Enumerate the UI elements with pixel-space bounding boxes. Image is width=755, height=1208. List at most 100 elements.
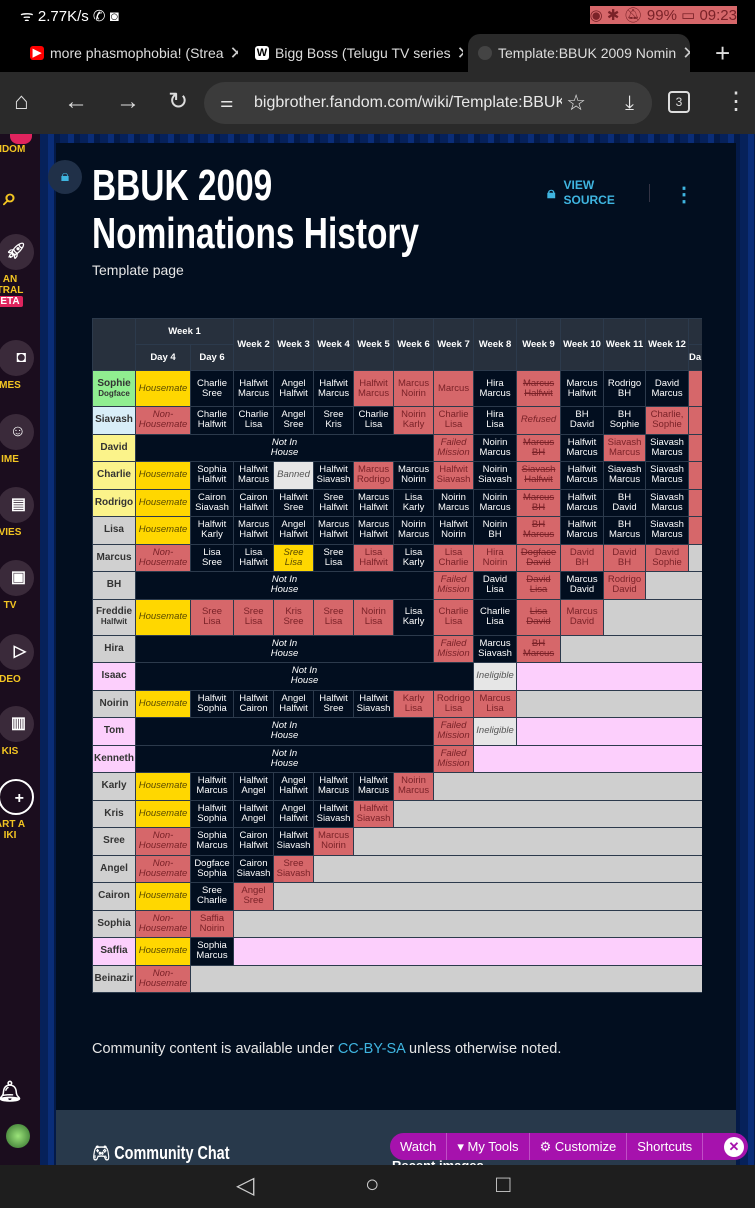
nomination-cell (393, 799, 702, 828)
address-bar[interactable]: ⚌ bigbrother.fandom.com/wiki/Template:BBU… (204, 82, 652, 124)
week-header: Week 12 (645, 318, 690, 371)
sidebar-item-fan-central[interactable]: 🚀︎AN TRALETA (0, 234, 40, 307)
nomination-cell: Angel Halfwit (273, 689, 315, 718)
nomination-cell: Non- Housemate (135, 909, 191, 938)
forward-icon[interactable]: → (116, 88, 140, 115)
close-tab-icon[interactable]: ✕ (682, 42, 690, 63)
youtube-icon: ▶ (30, 46, 44, 60)
nomination-cell: Housemate (135, 882, 191, 911)
download-icon[interactable]: ⤓ (625, 92, 634, 114)
sidebar-item-games[interactable]: ◘ MES (0, 340, 40, 391)
community-chat-heading[interactable]: 🎮︎ Community Chat (92, 1143, 230, 1163)
view-source-button[interactable]: 🔒︎ VIEW SOURCE (547, 178, 650, 208)
day-header: Day 6 (189, 344, 235, 371)
nomination-cell: Marcus Lisa (473, 689, 518, 718)
tab-wikipedia[interactable]: W Bigg Boss (Telugu TV series ✕ (245, 34, 463, 72)
housemate-name: Isaac (92, 662, 136, 691)
tab-switcher-button[interactable]: 3 (668, 91, 690, 113)
bookmark-star-icon[interactable]: ☆ (566, 90, 586, 115)
nomination-cell (516, 717, 702, 746)
nomination-cell: Charlie Lisa (433, 598, 475, 636)
nav-recents-icon[interactable]: □ (496, 1171, 511, 1198)
sidebar-item-anime[interactable]: ☺ IME (0, 414, 40, 465)
sidebar-item-movies[interactable]: ▤ VIES (0, 487, 40, 538)
nomination-cell: Hira Lisa (473, 406, 518, 435)
sidebar-item-video[interactable]: ▷ DEO (0, 634, 40, 685)
mute-icon: 🔕︎ (623, 7, 643, 24)
shortcuts-button[interactable]: Shortcuts (627, 1133, 704, 1160)
table-row: Marcus Non- Housemate Lisa Sree Lisa Halfwi… (92, 543, 702, 572)
table-row: Kris Housemate Halfwit Sophia Halfwit Angel… (92, 799, 702, 828)
discord-icon: 🎮︎ (92, 1143, 115, 1163)
close-tab-icon[interactable]: ✕ (457, 43, 463, 64)
nomination-cell: Marcus (433, 370, 475, 407)
nomination-cell: Halfwit Siavash (313, 799, 355, 828)
menu-kebab-icon[interactable]: ⋮ (724, 88, 748, 115)
close-toolbar-icon[interactable]: ✕ (724, 1136, 744, 1157)
tab-active-template[interactable]: Template:BBUK 2009 Nomin ✕ (468, 34, 690, 72)
housemate-name: Sophia (92, 909, 136, 938)
nomination-cell: Failed Mission (433, 571, 475, 600)
table-row: Hira Not In House Failed Mission Marcus Sia… (92, 634, 702, 663)
nomination-cell: Housemate (135, 689, 191, 718)
lock-icon[interactable]: 🔒︎ (48, 160, 82, 194)
watch-button[interactable]: Watch (390, 1133, 448, 1160)
nomination-cell: Marcus Noirin (313, 827, 355, 856)
week-header: Week 11 (603, 318, 647, 371)
recent-images-heading: Recent images (392, 1158, 484, 1165)
header-row: Week 1 Week 2 Week 3 Week 4 Week 5 Week 6 Week… (92, 318, 702, 371)
week-header: Week 4 (313, 318, 355, 371)
sidebar-item-start-a-wiki[interactable]: +ART A IKI (0, 779, 40, 841)
nav-back-icon[interactable]: ◁ (236, 1172, 255, 1199)
sidebar-item-wikis[interactable]: ▥ KIS (0, 706, 40, 757)
nomination-cell: Housemate (135, 461, 191, 490)
nomination-cell: Marcus Halfwit (353, 488, 395, 517)
gear-icon: ⚙ (539, 1139, 555, 1154)
sidebar-item-fandom[interactable]: NDOM (0, 134, 40, 155)
nomination-cell: Siavash Marcus (645, 433, 690, 462)
nomination-cell: BH Marcus (603, 516, 647, 545)
nomination-cell: Sree Halfwit (313, 488, 355, 517)
new-tab-button[interactable]: + (715, 37, 731, 68)
nominations-table-container[interactable]: Week 1 Week 2 Week 3 Week 4 Week 5 Week 6 Week… (92, 318, 702, 998)
customize-button[interactable]: ⚙ Customize (530, 1133, 628, 1160)
nomination-cell: Not In House (134, 717, 435, 746)
week-header: Week 6 (393, 318, 435, 371)
nomination-cell: BH Marcus (516, 516, 562, 545)
nomination-cell: Siavash Marcus (645, 461, 690, 490)
nomination-cell: Marcus Halfwit (353, 516, 395, 545)
cc-by-sa-link[interactable]: CC-BY-SA (337, 1041, 405, 1057)
user-avatar[interactable] (0, 1124, 40, 1148)
search-icon[interactable]: ⌕ (3, 184, 17, 211)
nomination-cell: Housemate (135, 516, 191, 545)
table-row: David Not In House Failed Mission Noirin Ma… (92, 433, 702, 462)
nomination-cell: Halfwit Marcus (189, 772, 235, 801)
nomination-cell (189, 964, 702, 993)
page-actions-kebab-icon[interactable]: ⋮ (674, 184, 694, 206)
nomination-cell: Sree Lisa (313, 543, 355, 572)
site-settings-icon[interactable]: ⚌ (220, 94, 234, 111)
nomination-cell: Kris Sree (273, 598, 315, 636)
nav-home-icon[interactable]: ○ (365, 1171, 380, 1198)
nomination-cell: Housemate (135, 937, 191, 966)
home-icon[interactable]: ⌂ (14, 88, 29, 115)
week-header: Week 10 (560, 318, 605, 371)
close-tab-icon[interactable]: ✕ (229, 42, 238, 63)
my-tools-button[interactable]: ▾ My Tools (447, 1133, 530, 1160)
notifications-icon[interactable]: 🔔︎ (0, 1081, 23, 1103)
nomination-cell: Sree Charlie (189, 882, 235, 911)
nomination-cell: Angel Halfwit (273, 370, 315, 407)
nomination-cell: Failed Mission (433, 433, 475, 462)
tab-youtube[interactable]: ▶ more phasmophobia! (Strea ✕ (20, 34, 238, 72)
sidebar-item-tv[interactable]: ▣ TV (0, 560, 40, 611)
reload-icon[interactable]: ↻ (168, 88, 189, 115)
housemate-name: Lisa (92, 516, 136, 545)
back-icon[interactable]: ← (64, 88, 88, 115)
bluetooth-icon: ✱ (606, 7, 620, 24)
nomination-cell: Housemate (135, 370, 191, 407)
lock-icon: 🔒︎ (547, 184, 556, 202)
page-subtitle: Template page (92, 262, 184, 278)
nomination-cell: Siavash Marcus (645, 516, 690, 545)
nomination-cell: Marcus Noirin (393, 370, 435, 407)
housemate-name: Sophie Dogface (92, 370, 136, 407)
